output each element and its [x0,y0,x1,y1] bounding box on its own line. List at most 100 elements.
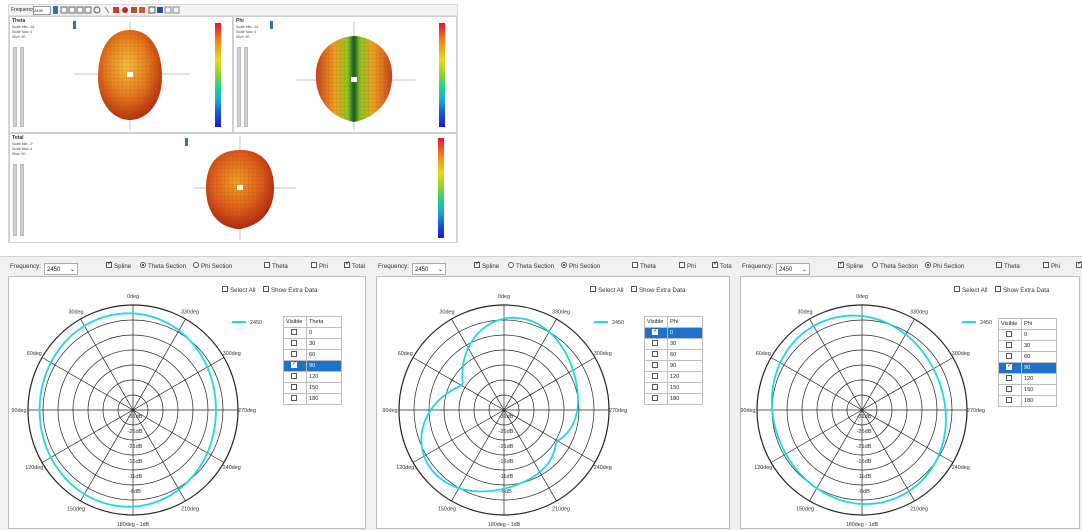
max-slider[interactable] [244,47,248,127]
table-row[interactable]: 0 [644,327,703,339]
select-all-checkbox[interactable] [222,286,228,293]
max-slider[interactable] [20,47,24,127]
row-checkbox[interactable] [652,361,658,368]
row-visible-cell[interactable] [283,327,307,339]
row-checkbox[interactable] [1006,396,1012,403]
table-row[interactable]: 120 [644,371,703,383]
phi-option[interactable]: Phi [311,262,328,270]
row-checkbox[interactable] [1006,352,1012,359]
theta-checkbox[interactable] [264,262,270,269]
phi-option[interactable]: Phi [1043,262,1060,270]
row-visible-cell[interactable] [998,373,1022,385]
phi-checkbox[interactable] [1043,262,1049,269]
frequency-select[interactable]: 2450 ⌄ [412,263,446,275]
select-all-option[interactable]: Select All [222,286,255,294]
phi-section-radio[interactable] [561,262,567,269]
phi-section-option[interactable]: Phi Section [925,262,964,270]
table-row[interactable]: 90 [644,360,703,372]
theta-section-option[interactable]: Theta Section [140,262,186,270]
phi-checkbox[interactable] [311,262,317,269]
phi-checkbox[interactable] [679,262,685,269]
spline-checkbox[interactable] [474,260,480,269]
theta-checkbox[interactable] [632,262,638,269]
table-row[interactable]: 0 [998,329,1057,341]
spline-option[interactable]: Spline [106,260,131,270]
viewport-theta[interactable]: Theta Scale Min: -16 Scale Max: 4 Slice:… [9,16,233,133]
spline-checkbox[interactable] [106,260,112,269]
spline-option[interactable]: Spline [474,260,499,270]
phi-section-radio[interactable] [193,262,199,269]
select-all-checkbox[interactable] [590,286,596,293]
show-extra-data-option[interactable]: Show Extra Data [263,286,317,294]
min-slider[interactable] [13,47,17,127]
table-row[interactable]: 0 [283,327,342,339]
row-visible-cell[interactable] [283,382,307,394]
row-checkbox[interactable] [652,383,658,390]
show-extra-data-option[interactable]: Show Extra Data [631,286,685,294]
row-checkbox[interactable] [1006,385,1012,392]
row-visible-cell[interactable] [283,338,307,350]
table-row[interactable]: 30 [283,338,342,350]
table-row[interactable]: 30 [644,338,703,350]
show-extra-data-option[interactable]: Show Extra Data [995,286,1049,294]
frequency-select[interactable]: 2450 ⌄ [44,263,78,275]
total-checkbox[interactable] [712,260,718,269]
row-checkbox[interactable] [291,339,297,346]
row-visible-cell[interactable] [283,393,307,405]
row-checkbox[interactable] [652,350,658,357]
row-visible-cell[interactable] [644,349,668,361]
viewport-phi[interactable]: Phi Scale Min: -16 Scale Max: 4 Slice: 9… [233,16,457,133]
row-checkbox[interactable] [291,372,297,379]
row-visible-cell[interactable] [998,329,1022,341]
total-option[interactable]: Total [344,260,365,270]
row-checkbox[interactable] [291,350,297,357]
theta-section-radio[interactable] [508,262,514,269]
theta-option[interactable]: Theta [996,262,1020,270]
viewer-toolbar-icons[interactable] [53,6,183,14]
theta-section-option[interactable]: Theta Section [508,262,554,270]
spline-option[interactable]: Spline [838,260,863,270]
table-row[interactable]: 30 [998,340,1057,352]
row-checkbox[interactable] [291,394,297,401]
theta-section-option[interactable]: Theta Section [872,262,918,270]
table-row[interactable]: 60 [283,349,342,361]
row-visible-cell[interactable] [998,362,1022,374]
theta-option[interactable]: Theta [632,262,656,270]
total-option[interactable]: Total [712,260,733,270]
spline-checkbox[interactable] [838,260,844,269]
row-checkbox[interactable] [1006,374,1012,381]
row-checkbox[interactable] [1006,362,1012,370]
show-extra-data-checkbox[interactable] [631,286,637,293]
total-option[interactable]: Tot [1076,260,1082,270]
theta-option[interactable]: Theta [264,262,288,270]
row-checkbox[interactable] [652,339,658,346]
row-visible-cell[interactable] [998,340,1022,352]
phi-option[interactable]: Phi [679,262,696,270]
select-all-checkbox[interactable] [954,286,960,293]
row-visible-cell[interactable] [644,382,668,394]
row-visible-cell[interactable] [998,384,1022,396]
phi-section-option[interactable]: Phi Section [193,262,232,270]
table-row[interactable]: 150 [283,382,342,394]
table-row[interactable]: 120 [283,371,342,383]
total-checkbox[interactable] [1076,260,1082,269]
row-checkbox[interactable] [291,360,297,368]
row-checkbox[interactable] [291,383,297,390]
table-row[interactable]: 60 [644,349,703,361]
theta-section-radio[interactable] [140,262,146,269]
table-row[interactable]: 90 [283,360,342,372]
table-row[interactable]: 180 [283,393,342,405]
table-row[interactable]: 90 [998,362,1057,374]
show-extra-data-checkbox[interactable] [995,286,1001,293]
row-visible-cell[interactable] [283,371,307,383]
total-checkbox[interactable] [344,260,350,269]
row-visible-cell[interactable] [283,349,307,361]
row-visible-cell[interactable] [644,393,668,405]
max-slider[interactable] [20,164,24,236]
phi-section-option[interactable]: Phi Section [561,262,600,270]
table-row[interactable]: 180 [644,393,703,405]
row-visible-cell[interactable] [644,371,668,383]
table-row[interactable]: 150 [644,382,703,394]
phi-section-radio[interactable] [925,262,931,269]
row-visible-cell[interactable] [283,360,307,372]
